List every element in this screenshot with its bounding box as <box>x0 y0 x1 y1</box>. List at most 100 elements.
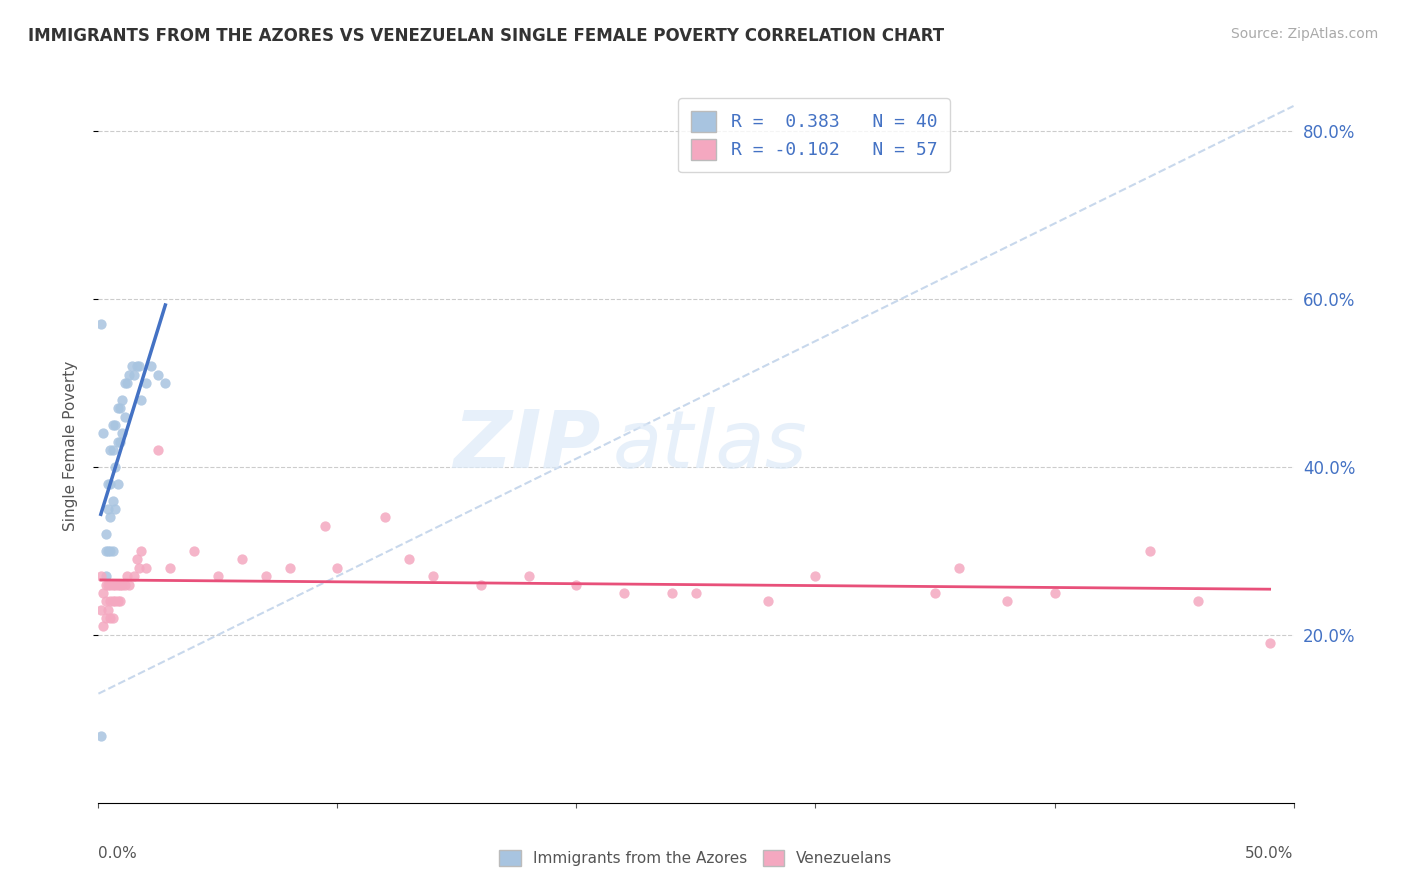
Point <box>101 544 124 558</box>
Text: Source: ZipAtlas.com: Source: ZipAtlas.com <box>1230 27 1378 41</box>
Text: IMMIGRANTS FROM THE AZORES VS VENEZUELAN SINGLE FEMALE POVERTY CORRELATION CHART: IMMIGRANTS FROM THE AZORES VS VENEZUELAN… <box>28 27 945 45</box>
Point <box>108 401 131 416</box>
Point <box>107 577 129 591</box>
Point <box>128 359 150 374</box>
Point <box>94 594 117 608</box>
Point <box>98 544 122 558</box>
Point <box>98 476 122 491</box>
Point <box>124 368 146 382</box>
Point <box>135 376 157 390</box>
Point <box>924 586 946 600</box>
Point <box>108 577 131 591</box>
Point <box>254 569 277 583</box>
Point <box>94 569 117 583</box>
Point <box>97 476 120 491</box>
Point <box>1187 594 1209 608</box>
Point <box>111 426 134 441</box>
Point <box>315 518 337 533</box>
Point <box>131 392 153 407</box>
Point <box>125 552 148 566</box>
Point <box>756 594 779 608</box>
Point <box>114 409 136 424</box>
Point <box>98 611 122 625</box>
Point <box>207 569 229 583</box>
Point <box>101 417 124 432</box>
Point <box>107 476 129 491</box>
Point <box>159 560 181 574</box>
Point <box>108 594 131 608</box>
Point <box>90 603 112 617</box>
Point <box>111 392 134 407</box>
Text: 50.0%: 50.0% <box>1246 846 1294 861</box>
Point <box>148 443 170 458</box>
Point <box>114 577 136 591</box>
Point <box>94 577 117 591</box>
Point <box>374 510 396 524</box>
Point <box>948 560 970 574</box>
Point <box>398 552 420 566</box>
Point <box>121 359 143 374</box>
Point <box>118 577 141 591</box>
Point <box>326 560 349 574</box>
Point <box>91 426 114 441</box>
Point <box>104 577 127 591</box>
Point <box>155 376 177 390</box>
Point <box>995 594 1018 608</box>
Point <box>115 376 138 390</box>
Point <box>90 729 112 743</box>
Point <box>139 359 162 374</box>
Point <box>685 586 707 600</box>
Legend: Immigrants from the Azores, Venezuelans: Immigrants from the Azores, Venezuelans <box>492 842 900 873</box>
Point <box>98 443 122 458</box>
Point <box>613 586 636 600</box>
Point <box>115 569 138 583</box>
Point <box>1043 586 1066 600</box>
Point <box>148 368 170 382</box>
Point <box>97 577 120 591</box>
Point <box>101 443 124 458</box>
Point <box>101 577 124 591</box>
Point <box>128 560 150 574</box>
Point <box>125 359 148 374</box>
Point <box>517 569 540 583</box>
Point <box>97 603 120 617</box>
Point <box>107 434 129 449</box>
Point <box>1139 544 1161 558</box>
Y-axis label: Single Female Poverty: Single Female Poverty <box>63 361 77 531</box>
Point <box>94 611 117 625</box>
Point <box>94 527 117 541</box>
Point <box>108 434 131 449</box>
Point <box>98 577 122 591</box>
Point <box>98 510 122 524</box>
Point <box>101 611 124 625</box>
Point <box>131 544 153 558</box>
Point <box>104 460 127 475</box>
Point <box>98 594 122 608</box>
Point <box>90 318 112 332</box>
Point <box>97 502 120 516</box>
Point <box>111 577 134 591</box>
Point <box>94 544 117 558</box>
Point <box>124 569 146 583</box>
Point <box>107 594 129 608</box>
Point <box>183 544 205 558</box>
Point <box>565 577 588 591</box>
Point <box>97 544 120 558</box>
Point <box>470 577 492 591</box>
Point <box>422 569 444 583</box>
Point <box>104 502 127 516</box>
Point <box>101 594 124 608</box>
Point <box>104 417 127 432</box>
Point <box>91 619 114 633</box>
Point <box>107 401 129 416</box>
Point <box>661 586 683 600</box>
Point <box>114 376 136 390</box>
Point <box>804 569 827 583</box>
Text: atlas: atlas <box>613 407 807 485</box>
Text: ZIP: ZIP <box>453 407 600 485</box>
Point <box>90 569 112 583</box>
Point <box>118 368 141 382</box>
Text: 0.0%: 0.0% <box>98 846 138 861</box>
Point <box>135 560 157 574</box>
Point <box>101 493 124 508</box>
